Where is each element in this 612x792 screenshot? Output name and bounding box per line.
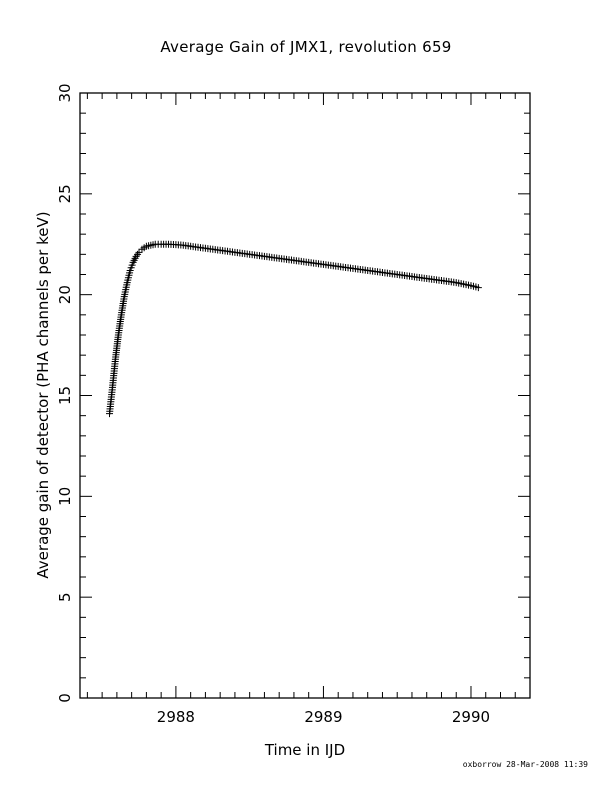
y-axis-label: Average gain of detector (PHA channels p… — [34, 211, 52, 578]
x-axis-label: Time in IJD — [264, 741, 345, 759]
data-point — [474, 284, 482, 292]
y-tick-label: 25 — [56, 184, 74, 203]
data-marks — [106, 240, 482, 418]
y-tick-label: 0 — [56, 693, 74, 703]
x-tick-label: 2988 — [157, 708, 195, 726]
y-tick-label: 20 — [56, 285, 74, 304]
y-tick-label: 5 — [56, 592, 74, 602]
data-point — [135, 248, 143, 256]
x-tick-label: 2990 — [452, 708, 490, 726]
y-tick-label: 30 — [56, 83, 74, 102]
plot-frame — [79, 92, 531, 699]
axes: 2988 2989 2990 0 5 10 15 20 25 30 — [56, 83, 531, 726]
footer-stamp: oxborrow 28-Mar-2008 11:39 — [462, 760, 588, 769]
chart-title: Average Gain of JMX1, revolution 659 — [160, 38, 452, 56]
y-tick-label: 15 — [56, 386, 74, 405]
x-tick-label: 2989 — [304, 708, 342, 726]
y-tick-label: 10 — [56, 487, 74, 506]
